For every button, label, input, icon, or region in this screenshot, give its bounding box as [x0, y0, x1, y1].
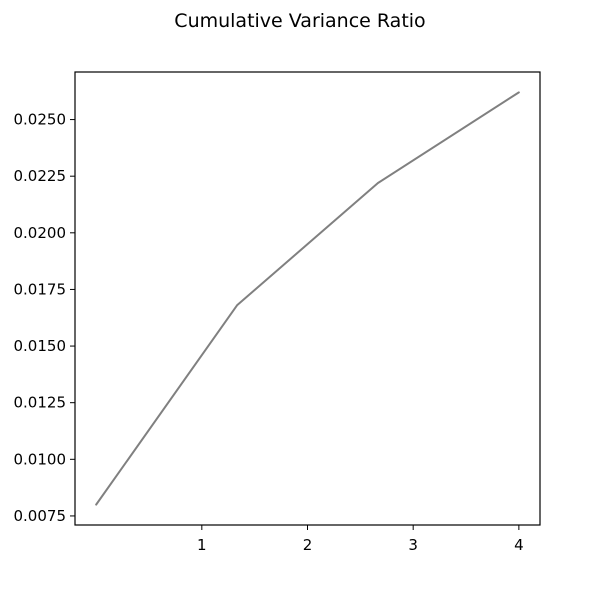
series-line-0: [95, 91, 520, 506]
y-tick-label: 0.0075: [14, 507, 67, 525]
x-tick-label: 2: [303, 536, 313, 554]
series-layer: [95, 91, 520, 506]
x-tick-label: 4: [514, 536, 524, 554]
y-tick-label: 0.0125: [14, 394, 67, 412]
y-tick-label: 0.0250: [14, 111, 67, 129]
y-tick-label: 0.0200: [14, 224, 67, 242]
y-tick-label: 0.0175: [14, 280, 67, 298]
y-axis: 0.0075 0.0100 0.0125 0.0150 0.0175 0.0200 0.02…: [14, 111, 75, 525]
y-tick-label: 0.0100: [14, 450, 67, 468]
plot-area: [74, 71, 541, 526]
y-tick-label: 0.0150: [14, 337, 67, 355]
x-axis: 1 2 3 4: [197, 525, 524, 554]
x-tick-label: 1: [197, 536, 207, 554]
x-tick-label: 3: [408, 536, 418, 554]
y-tick-label: 0.0225: [14, 167, 67, 185]
chart-title: Cumulative Variance Ratio: [174, 10, 425, 32]
